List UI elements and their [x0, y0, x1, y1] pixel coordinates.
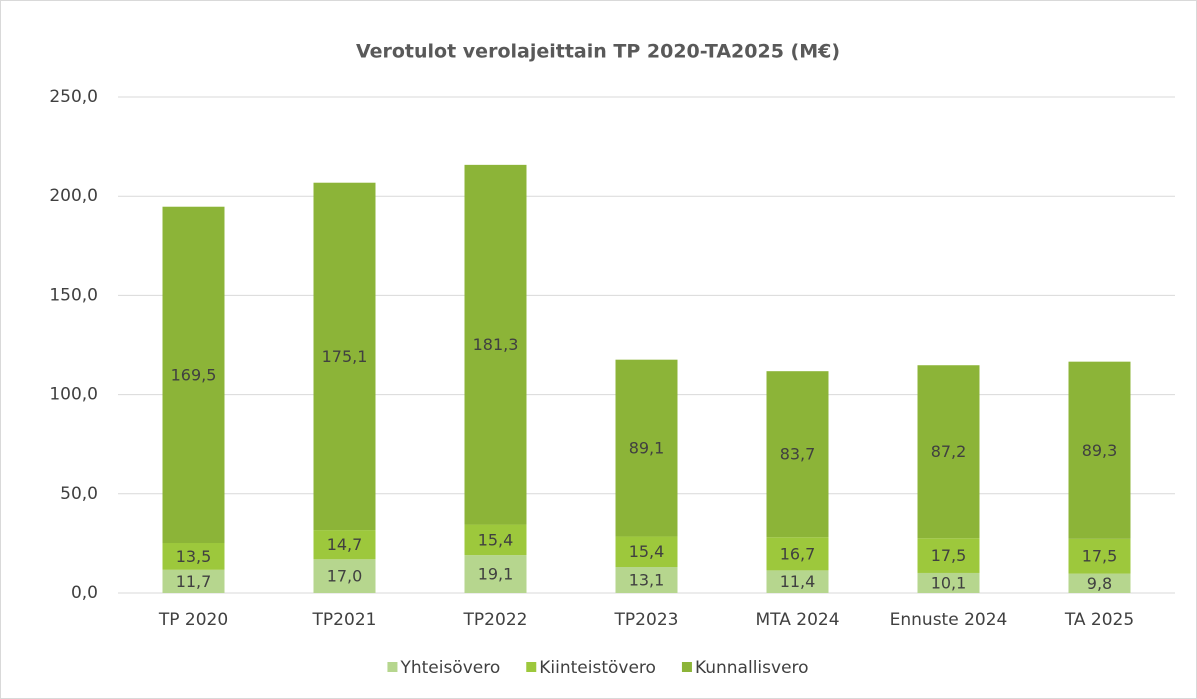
x-tick-label: TP2023 — [614, 610, 679, 630]
y-tick-label: 250,0 — [49, 87, 98, 107]
legend-swatch — [387, 662, 398, 672]
legend-swatch — [526, 662, 537, 672]
bar-segment — [313, 182, 376, 531]
bar-segment — [917, 365, 980, 539]
bar-segment — [917, 572, 980, 593]
bar-segment — [1068, 538, 1131, 574]
bar-segment — [766, 537, 829, 571]
data-label: 19,1 — [478, 565, 514, 584]
bar-segment — [464, 524, 527, 556]
y-tick-label: 100,0 — [49, 385, 98, 405]
data-label: 89,3 — [1082, 441, 1118, 460]
legend-label: Kunnallisvero — [695, 658, 809, 678]
bar-segment — [1068, 361, 1131, 539]
legend-label: Kiinteistövero — [539, 658, 656, 678]
bar-segment — [313, 530, 376, 560]
bar-segment — [615, 567, 678, 593]
x-tick-label: TA 2025 — [1064, 610, 1134, 630]
y-tick-label: 150,0 — [49, 285, 98, 305]
y-tick-label: 0,0 — [71, 583, 98, 603]
data-label: 9,8 — [1087, 574, 1112, 593]
chart-title: Verotulot verolajeittain TP 2020-TA2025 … — [356, 41, 840, 63]
data-label: 169,5 — [171, 365, 217, 384]
bar-segment — [162, 569, 225, 593]
y-tick-label: 200,0 — [49, 186, 98, 206]
bar-segment — [615, 536, 678, 568]
data-label: 14,7 — [327, 535, 363, 554]
bar-segment — [162, 206, 225, 544]
data-label: 16,7 — [780, 544, 816, 563]
data-label: 13,5 — [176, 547, 212, 566]
data-label: 89,1 — [629, 439, 665, 458]
x-tick-label: TP 2020 — [158, 610, 228, 630]
x-tick-label: TP2021 — [312, 610, 377, 630]
data-label: 87,2 — [931, 442, 967, 461]
data-label: 83,7 — [780, 445, 816, 464]
bar-segment — [766, 570, 829, 593]
data-label: 13,1 — [629, 571, 665, 590]
data-label: 17,5 — [1082, 547, 1118, 566]
bar-segment — [1068, 573, 1131, 593]
data-label: 11,4 — [780, 572, 816, 591]
bar-segment — [162, 543, 225, 570]
bar-segment — [766, 371, 829, 538]
bar-segment — [313, 559, 376, 593]
bar-segment — [464, 164, 527, 525]
x-tick-label: MTA 2024 — [755, 610, 839, 630]
y-tick-label: 50,0 — [60, 484, 98, 504]
legend-label: Yhteisövero — [399, 658, 500, 678]
data-label: 10,1 — [931, 573, 967, 592]
bar-segment — [917, 538, 980, 573]
data-label: 175,1 — [322, 347, 368, 366]
data-label: 11,7 — [176, 572, 212, 591]
data-label: 17,5 — [931, 546, 967, 565]
data-label: 15,4 — [478, 530, 514, 549]
bar-segment — [464, 555, 527, 593]
legend-swatch — [681, 662, 692, 672]
data-label: 181,3 — [473, 335, 519, 354]
data-label: 15,4 — [629, 542, 665, 561]
x-tick-label: Ennuste 2024 — [890, 610, 1008, 630]
data-label: 17,0 — [327, 567, 363, 586]
bar-segment — [615, 359, 678, 537]
x-tick-label: TP2022 — [463, 610, 528, 630]
